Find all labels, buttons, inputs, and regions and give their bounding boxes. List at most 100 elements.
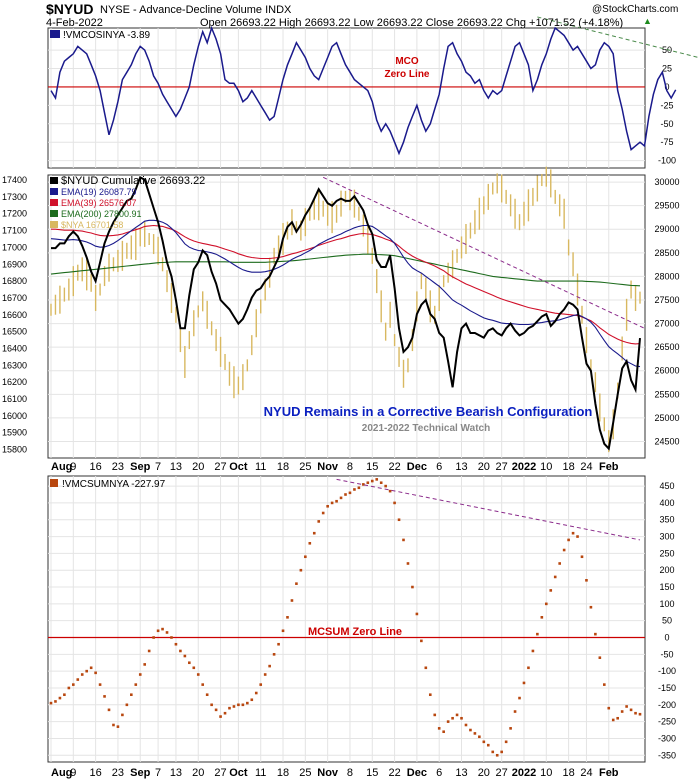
x-tick-label: 22: [388, 461, 400, 473]
x-tick-label: 24: [580, 767, 592, 779]
mcsum-point: [321, 511, 325, 515]
x-tick-label: 16: [89, 461, 101, 473]
mcsum-point: [562, 548, 566, 552]
mcsum-point: [138, 673, 142, 676]
mcsum-point: [576, 535, 579, 538]
panel-frame-mcsum: [47, 475, 646, 763]
mcsum-point: [250, 698, 254, 702]
annotation-subtitle: 2021-2022 Technical Watch: [362, 423, 490, 434]
chart-date: 4-Feb-2022: [46, 17, 103, 29]
ytick-bottom: -350: [658, 750, 676, 760]
mcsum-point: [437, 727, 441, 730]
mcsum-point: [241, 703, 245, 707]
ytick-top: -75: [660, 137, 673, 147]
symbol-description: NYSE - Advance-Decline Volume INDX: [100, 4, 292, 16]
mcsum-point: [366, 481, 370, 485]
x-tick-label: 9: [70, 767, 76, 779]
ytick-left-mid: 17200: [2, 209, 27, 219]
ytick-left-mid: 15800: [2, 445, 27, 455]
mcsum-point: [183, 654, 187, 658]
mcsum-point: [210, 703, 213, 707]
mcsum-point: [94, 671, 97, 675]
mcsum-legend-swatch: [50, 479, 58, 487]
mcsum-point: [611, 718, 615, 722]
ytick-right-mid: 27000: [654, 319, 679, 329]
mcsum-point: [362, 483, 365, 486]
x-tick-label: 13: [455, 461, 467, 473]
mcsum-point: [495, 753, 499, 757]
mcsum-dots: [49, 478, 642, 757]
x-tick-label: 23: [112, 767, 124, 779]
x-tick-label: Oct: [229, 767, 248, 779]
x-tick-label: Feb: [599, 461, 619, 473]
mcsum-point: [469, 728, 472, 732]
x-tick-label: 8: [347, 767, 353, 779]
x-tick-label: 13: [170, 767, 182, 779]
x-tick-label: 7: [155, 461, 161, 473]
mcsum-legend: !VMCSUMNYA -227.97: [62, 479, 166, 490]
mcsum-point: [130, 693, 133, 697]
mcsum-point: [277, 642, 280, 646]
x-tick-label: 8: [347, 461, 353, 473]
mcsum-point: [259, 683, 263, 686]
mcsum-point: [402, 538, 405, 542]
nyud-trendline: [322, 176, 645, 329]
mcsum-point: [482, 740, 486, 744]
mcsum-point: [616, 716, 619, 720]
x-tick-label: 27: [496, 461, 508, 473]
x-tick-label: 24: [580, 461, 592, 473]
ytick-top: 50: [662, 45, 672, 55]
mcsum-point: [156, 629, 160, 633]
ytick-right-mid: 28500: [654, 248, 679, 258]
x-tick-label: 20: [192, 461, 204, 473]
mid-legend-swatch: [50, 177, 58, 184]
ytick-left-mid: 15900: [2, 428, 27, 438]
mcsum-point: [219, 715, 222, 718]
ytick-right-mid: 28000: [654, 271, 679, 281]
mcsum-point: [571, 531, 575, 535]
nya-bars: [50, 166, 641, 453]
ytick-left-mid: 17100: [2, 226, 27, 236]
mcsum-point: [80, 673, 84, 676]
mcsum-point: [522, 681, 526, 685]
mcsum-point: [585, 579, 588, 582]
ytick-right-mid: 30000: [654, 177, 679, 187]
mcsum-point: [304, 555, 307, 559]
mcsum-point: [335, 499, 338, 503]
mcsum-point: [638, 712, 642, 716]
mid-legend-item: EMA(39) 26576.07: [61, 198, 137, 208]
mco-zero-label-1: MCO: [395, 56, 419, 67]
mcsum-point: [518, 696, 521, 700]
mcsum-point: [339, 496, 343, 500]
ytick-bottom: 50: [662, 616, 672, 626]
vertical-gridlines: [50, 28, 610, 762]
ytick-top: 0: [664, 82, 669, 92]
ytick-bottom: 200: [659, 565, 674, 575]
mcsum-point: [370, 479, 374, 483]
mcsum-point: [428, 693, 432, 697]
mcsum-point: [415, 612, 419, 616]
mcsum-point: [375, 478, 379, 481]
mcsum-point: [397, 518, 401, 522]
x-tick-label: 18: [277, 767, 289, 779]
ytick-bottom: -100: [658, 666, 676, 676]
ytick-left-mid: 16700: [2, 293, 27, 303]
mcsum-point: [196, 673, 200, 676]
mcsum-point: [254, 691, 258, 695]
ytick-right-mid: 25000: [654, 413, 679, 423]
mcsum-point: [634, 711, 637, 715]
x-tick-label: Dec: [407, 767, 427, 779]
mco-legend-swatch: [50, 30, 60, 38]
mcsum-point: [536, 632, 539, 636]
mcsum-point: [379, 481, 383, 485]
mcsum-point: [188, 661, 191, 665]
x-tick-label: Aug: [51, 767, 72, 779]
mcsum-point: [272, 653, 276, 656]
mid-legend-swatch: [50, 188, 58, 195]
mcsum-point: [76, 678, 80, 681]
mcsum-point: [411, 585, 414, 589]
ytick-left-mid: 16300: [2, 360, 27, 370]
ytick-right-mid: 26500: [654, 342, 679, 352]
x-tick-label: Aug: [51, 461, 72, 473]
ytick-bottom: -50: [660, 649, 673, 659]
